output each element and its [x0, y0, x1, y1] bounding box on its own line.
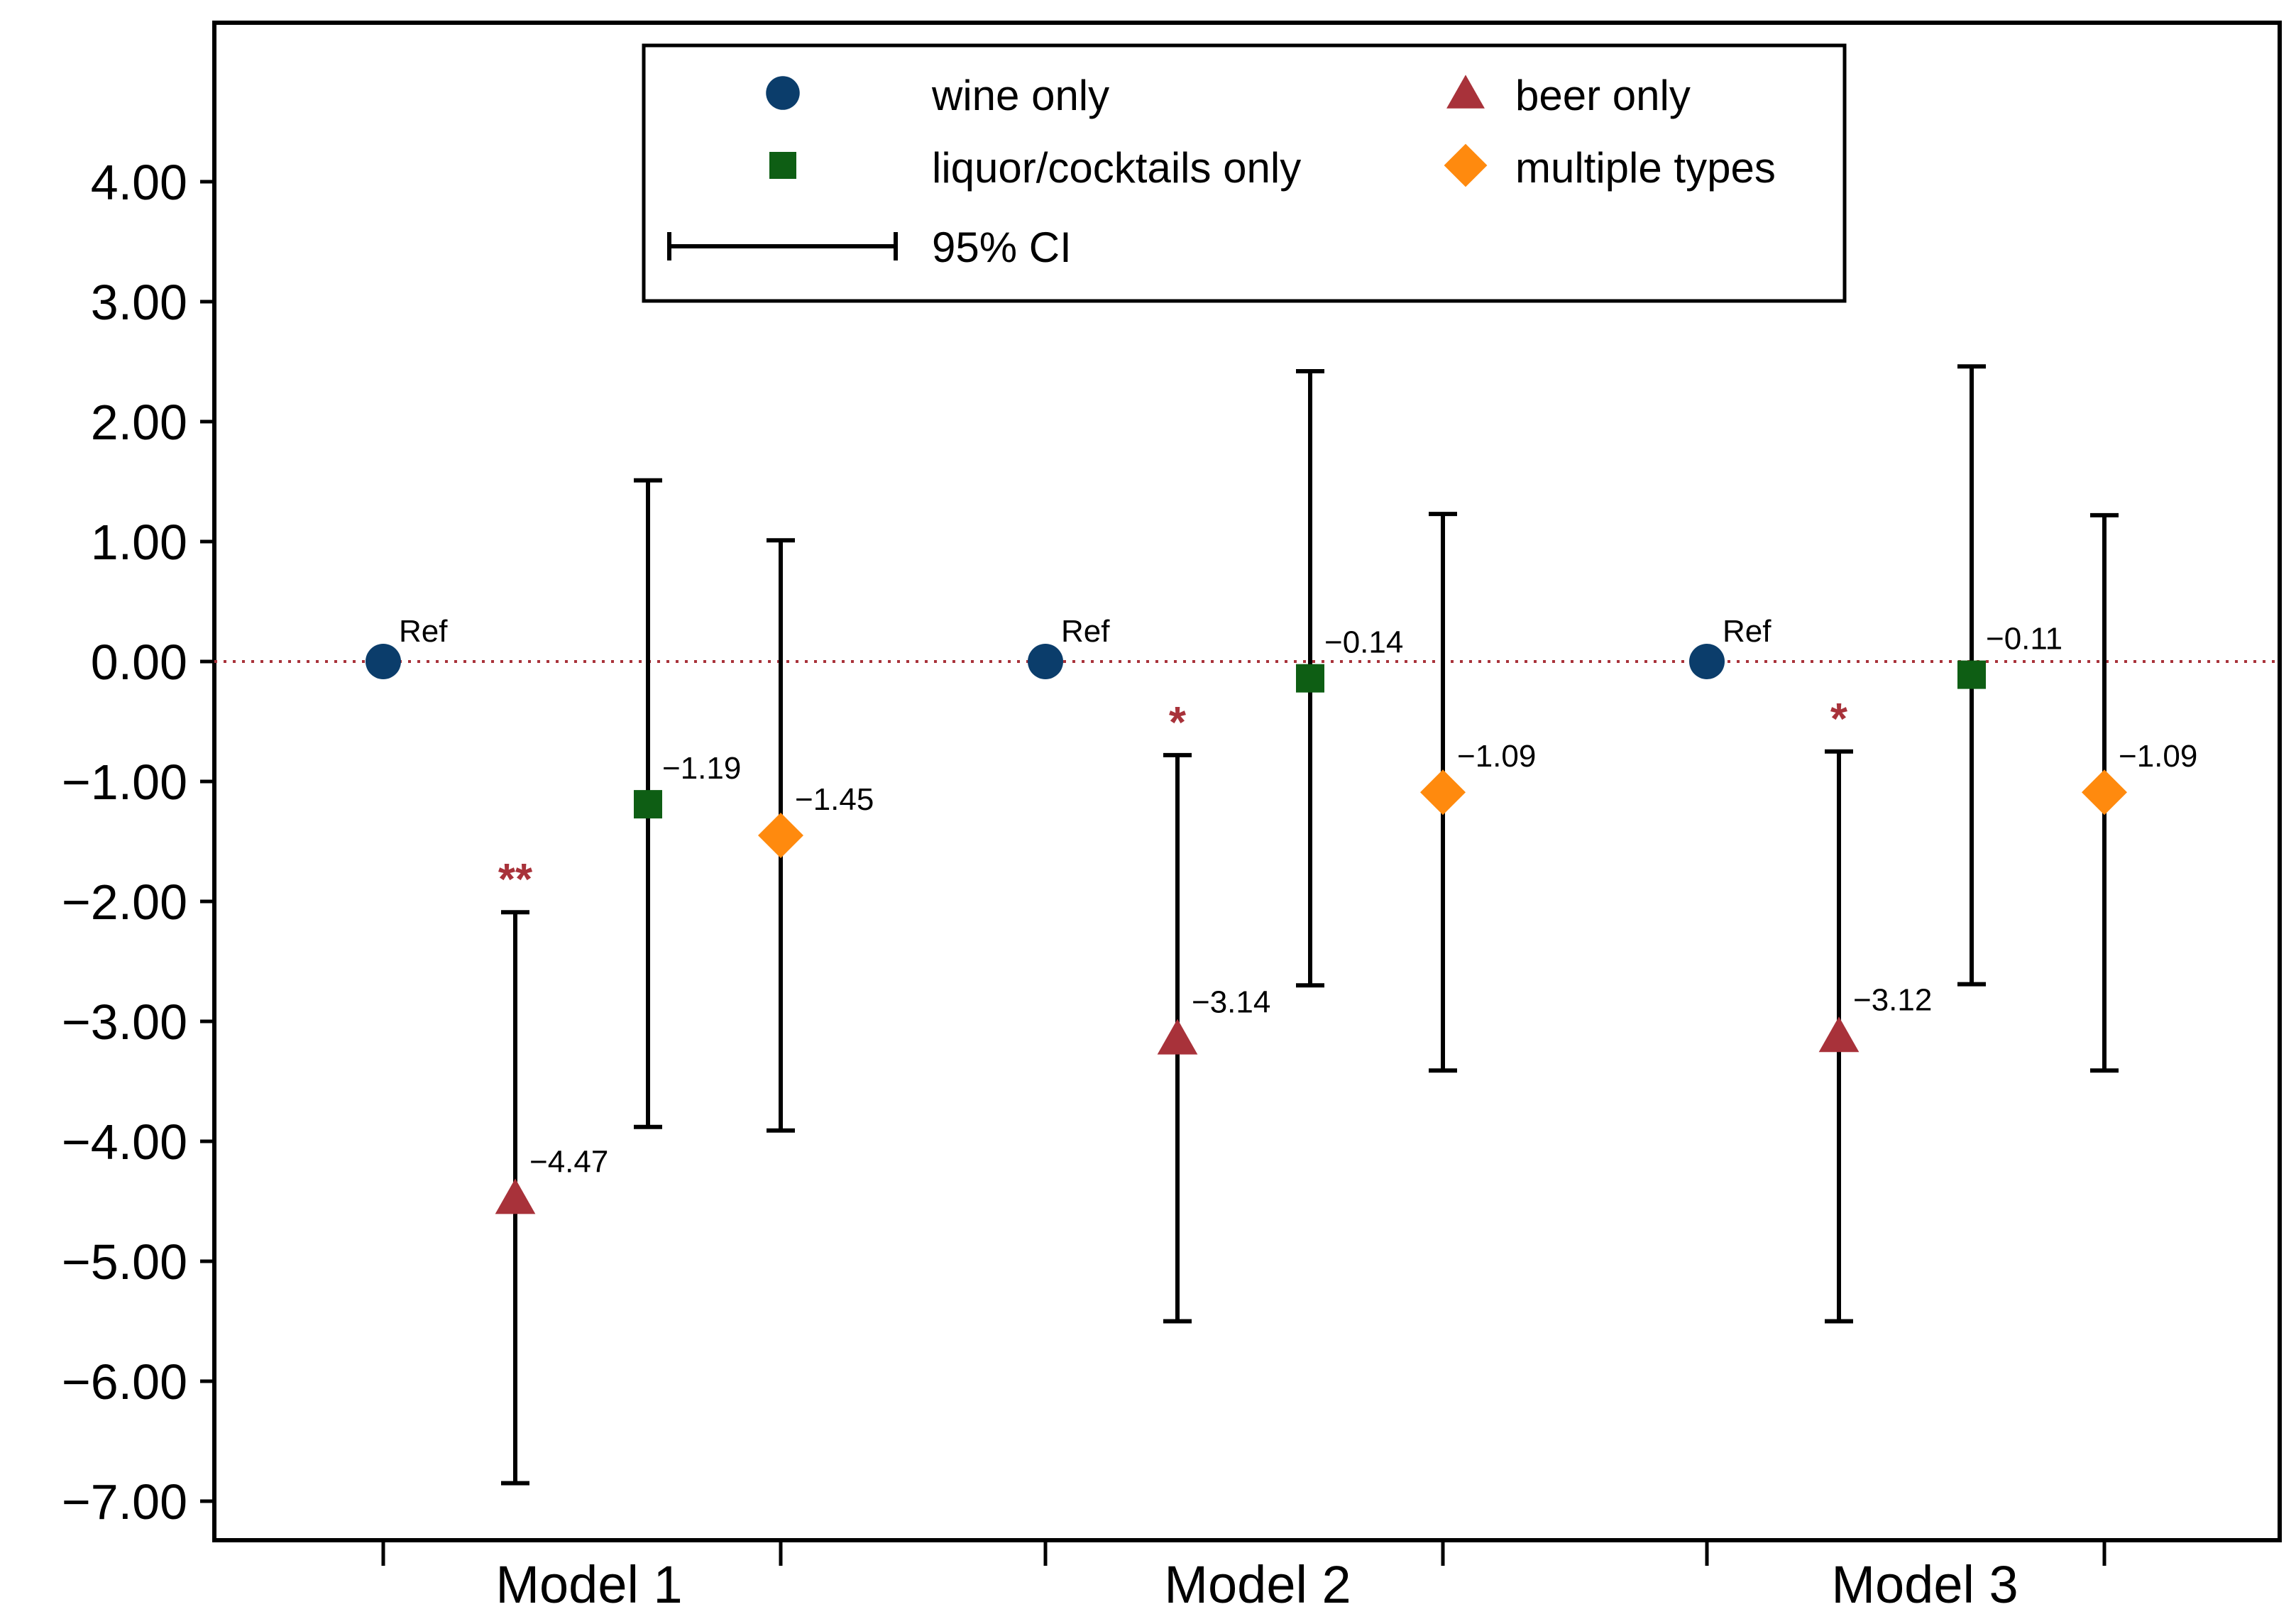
y-tick-label: 0.00 [91, 635, 187, 690]
value-label: −1.09 [2119, 739, 2197, 774]
data-point-diamond [1420, 769, 1466, 816]
y-tick-label: 2.00 [91, 395, 187, 450]
legend: wine only beer only liquor/cocktails only m… [642, 43, 1847, 303]
y-tick-label: 3.00 [91, 275, 187, 330]
data-point-triangle [1818, 1016, 1860, 1053]
data-point-triangle [1157, 1019, 1198, 1055]
data-point-diamond [758, 813, 803, 859]
legend-label: 95% CI [932, 224, 1072, 271]
data-point-circle [1689, 644, 1725, 679]
legend-marker-triangle [1446, 75, 1485, 109]
significance-marker: ** [498, 855, 533, 904]
data-point-square [634, 790, 662, 819]
value-label: −0.11 [1986, 622, 2062, 657]
y-tick-label: −2.00 [62, 874, 187, 930]
value-label: −3.12 [1853, 982, 1932, 1017]
value-label: −0.14 [1324, 625, 1403, 660]
data-point-circle [1028, 644, 1063, 679]
y-axis: 4.00 3.00 2.00 1.00 0.00 −1.00 −2.00 −3.00 −4.00… [62, 155, 214, 1530]
y-tick-label: 1.00 [91, 515, 187, 570]
significance-marker: * [1169, 698, 1187, 747]
legend-label: liquor/cocktails only [932, 144, 1301, 192]
data-point-circle [366, 644, 401, 679]
x-category-label: Model 1 [495, 1555, 682, 1614]
y-tick-label: −6.00 [62, 1354, 187, 1410]
chart-marks: Ref Ref Ref ** −4.47 * −3.14 * −3.12 −1.19 −0.14 −0… [366, 364, 2197, 1486]
data-point-diamond [2082, 769, 2127, 816]
y-tick-label: −4.00 [62, 1114, 187, 1170]
x-category-label: Model 2 [1164, 1555, 1351, 1614]
y-tick-label: −5.00 [62, 1234, 187, 1290]
x-axis: Model 1 Model 2 Model 3 [381, 1540, 2107, 1614]
data-point-square [1957, 660, 1986, 689]
legend-label: wine only [931, 72, 1109, 119]
value-label: −3.14 [1192, 985, 1270, 1020]
data-point-triangle [495, 1178, 536, 1214]
y-tick-label: −3.00 [62, 994, 187, 1050]
legend-marker-square [769, 152, 796, 179]
value-label: −1.19 [662, 751, 741, 786]
legend-marker-circle [766, 76, 800, 110]
legend-label: multiple types [1515, 144, 1776, 192]
y-tick-label: −7.00 [62, 1474, 187, 1530]
legend-label: beer only [1515, 72, 1691, 119]
reference-label: Ref [399, 614, 448, 649]
y-tick-label: −1.00 [62, 754, 187, 810]
reference-label: Ref [1061, 614, 1110, 649]
value-label: −1.45 [795, 782, 874, 817]
legend-box [642, 43, 1847, 303]
y-tick-label: 4.00 [91, 155, 187, 210]
value-label: −4.47 [529, 1144, 608, 1179]
data-point-square [1296, 664, 1324, 693]
value-label: −1.09 [1457, 739, 1536, 774]
x-category-label: Model 3 [1831, 1555, 2018, 1614]
significance-marker: * [1830, 695, 1848, 744]
legend-marker-diamond [1444, 143, 1488, 187]
reference-label: Ref [1723, 614, 1772, 649]
